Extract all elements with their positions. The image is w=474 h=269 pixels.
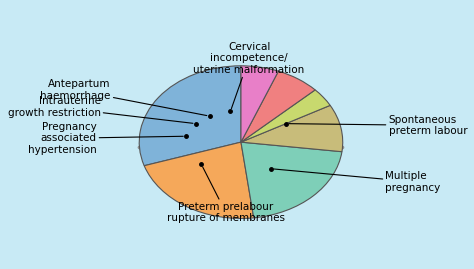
Text: Pregnancy
associated
hypertension: Pregnancy associated hypertension bbox=[27, 122, 183, 155]
Wedge shape bbox=[241, 105, 343, 152]
Text: Preterm prelabour
rupture of membranes: Preterm prelabour rupture of membranes bbox=[167, 167, 285, 223]
Text: Spontaneous
preterm labour: Spontaneous preterm labour bbox=[289, 115, 467, 136]
Ellipse shape bbox=[138, 138, 344, 157]
Text: Cervical
incompetence/
uterine malformation: Cervical incompetence/ uterine malformat… bbox=[193, 42, 305, 109]
Wedge shape bbox=[144, 142, 254, 218]
Wedge shape bbox=[241, 90, 330, 142]
Wedge shape bbox=[241, 71, 315, 142]
Text: Antepartum
haemorrhage: Antepartum haemorrhage bbox=[40, 79, 207, 116]
Text: Intrauterine
growth restriction: Intrauterine growth restriction bbox=[8, 96, 193, 123]
Wedge shape bbox=[241, 142, 342, 218]
Wedge shape bbox=[139, 66, 241, 166]
Text: Multiple
pregnancy: Multiple pregnancy bbox=[273, 169, 441, 193]
Wedge shape bbox=[241, 66, 278, 142]
